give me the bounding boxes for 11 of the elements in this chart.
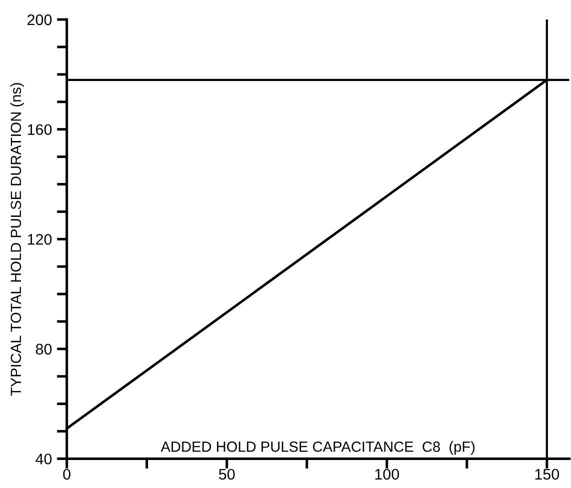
y-tick-label: 200	[28, 14, 52, 26]
x-tick-label: 100	[375, 468, 400, 480]
x-tick-label: 50	[218, 468, 235, 480]
y-tick-label: 40	[36, 454, 52, 464]
y-axis-title: TYPICAL TOTAL HOLD PULSE DURATION (ns)	[10, 83, 24, 396]
x-tick-label: 0	[63, 468, 70, 480]
x-tick-label: 150	[535, 468, 560, 480]
x-axis-title: ADDED HOLD PULSE CAPACITANCE C8 (pF)	[160, 441, 474, 455]
y-tick-label: 120	[28, 234, 52, 245]
y-tick-label: 160	[28, 124, 52, 136]
y-tick-label: 80	[36, 344, 52, 355]
